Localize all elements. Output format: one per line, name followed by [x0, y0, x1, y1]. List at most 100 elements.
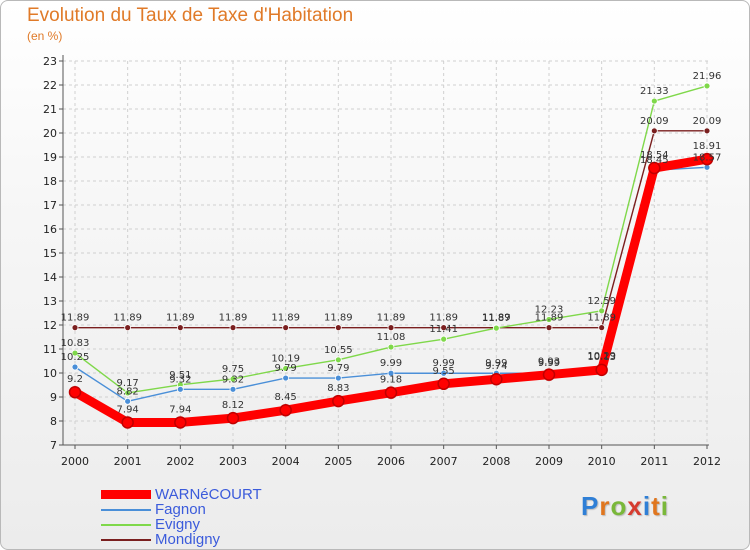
- data-point: [124, 389, 132, 397]
- y-tick-label: 19: [43, 151, 57, 164]
- data-label: 9.79: [275, 363, 297, 374]
- data-label: 10.55: [324, 345, 353, 356]
- chart-subtitle: (en %): [27, 29, 63, 43]
- data-point: [387, 369, 395, 377]
- data-label: 9.32: [222, 374, 244, 385]
- data-label: 11.89: [113, 313, 142, 324]
- data-label: 9.75: [222, 364, 244, 375]
- x-tick-label: 2004: [272, 455, 300, 468]
- data-label: 11.08: [377, 332, 406, 343]
- data-label: 18.57: [693, 152, 722, 163]
- data-point: [176, 324, 184, 332]
- data-label: 9.74: [485, 361, 507, 372]
- x-tick-label: 2000: [61, 455, 89, 468]
- data-label: 11.89: [271, 313, 300, 324]
- legend-swatch: [101, 490, 151, 499]
- y-tick-label: 12: [43, 319, 57, 332]
- data-point: [440, 324, 448, 332]
- data-label: 9.99: [485, 358, 507, 369]
- data-point: [176, 385, 184, 393]
- data-label: 10.13: [587, 352, 616, 363]
- data-label: 12.23: [535, 304, 564, 315]
- data-point: [282, 374, 290, 382]
- data-point: [279, 403, 292, 417]
- x-tick-label: 2012: [693, 455, 721, 468]
- legend-item: Fagnon: [101, 501, 321, 518]
- data-point: [650, 97, 658, 105]
- brand-letter: x: [627, 491, 643, 521]
- brand-letter: t: [651, 491, 661, 521]
- data-point: [68, 385, 82, 399]
- data-point: [332, 394, 345, 408]
- data-label: 11.89: [429, 313, 458, 324]
- data-label: 18.54: [640, 150, 669, 161]
- data-label: 20.09: [640, 116, 669, 127]
- data-label: 9.32: [169, 374, 191, 385]
- legend-swatch: [101, 509, 151, 511]
- data-label: 11.89: [587, 313, 616, 324]
- data-label: 10.19: [271, 353, 300, 364]
- data-point: [334, 324, 342, 332]
- brand-letter: P: [581, 491, 600, 521]
- brand-letter: o: [610, 491, 628, 521]
- data-label: 9.18: [380, 375, 402, 386]
- data-label: 10.29: [587, 351, 616, 362]
- data-label: 11.87: [482, 313, 511, 324]
- data-label: 10.25: [61, 352, 90, 363]
- data-point: [121, 416, 134, 429]
- data-label: 8.12: [222, 400, 244, 411]
- data-label: 18.91: [693, 141, 722, 152]
- x-tick-label: 2005: [324, 455, 352, 468]
- data-label: 11.89: [482, 313, 511, 324]
- data-point: [648, 161, 661, 175]
- data-label: 7.94: [169, 404, 191, 415]
- data-point: [595, 363, 608, 377]
- x-tick-label: 2010: [588, 455, 616, 468]
- axis-layer: 7 8 9 10 11 12 13 14 15 16 17 18 19 20 21 22 23 2000 2001 2…: [43, 55, 721, 468]
- data-point: [226, 411, 240, 425]
- data-point: [387, 343, 395, 351]
- x-tick-label: 2003: [219, 455, 247, 468]
- x-tick-label: 2011: [640, 455, 668, 468]
- y-tick-label: 16: [43, 223, 57, 236]
- data-label: 8.83: [327, 383, 349, 394]
- legend-item: WARNéCOURT: [101, 486, 321, 503]
- y-tick-label: 21: [43, 103, 57, 116]
- y-tick-label: 10: [43, 367, 57, 380]
- legend-swatch: [101, 539, 151, 541]
- data-point: [334, 356, 342, 364]
- data-point: [545, 316, 553, 323]
- legend-label: Fagnon: [155, 501, 206, 518]
- data-label: 7.94: [117, 404, 139, 415]
- y-tick-label: 17: [43, 199, 57, 212]
- data-label: 11.89: [166, 313, 195, 324]
- data-point: [542, 368, 556, 381]
- data-point: [703, 127, 711, 135]
- data-label: 8.45: [275, 392, 297, 403]
- y-tick-label: 8: [50, 415, 57, 428]
- data-label: 11.89: [377, 313, 406, 324]
- data-label: 9.99: [380, 358, 402, 369]
- y-tick-label: 13: [43, 295, 57, 308]
- legend: WARNéCOURT Fagnon Evigny Mondigny: [101, 486, 321, 548]
- data-label: 11.89: [219, 313, 248, 324]
- data-label: 9.51: [169, 370, 191, 381]
- data-label: 11.89: [535, 313, 564, 324]
- data-point: [387, 324, 395, 332]
- data-point: [174, 416, 187, 429]
- data-point: [282, 365, 290, 372]
- brand-letter: i: [642, 491, 652, 521]
- data-point: [492, 324, 500, 332]
- data-label-layer: 11.89 11.89 11.89 11.89 11.89 11.89 11.89 11.89…: [61, 71, 722, 415]
- brand-letter: r: [599, 491, 611, 521]
- data-point: [71, 349, 79, 357]
- legend-item: Evigny: [101, 516, 321, 533]
- data-label: 12.59: [587, 296, 616, 307]
- data-point: [440, 369, 448, 377]
- data-label: 21.96: [693, 71, 722, 82]
- data-point: [650, 127, 658, 135]
- data-point: [598, 324, 606, 332]
- data-label: 9.93: [538, 357, 560, 368]
- data-point: [229, 375, 237, 383]
